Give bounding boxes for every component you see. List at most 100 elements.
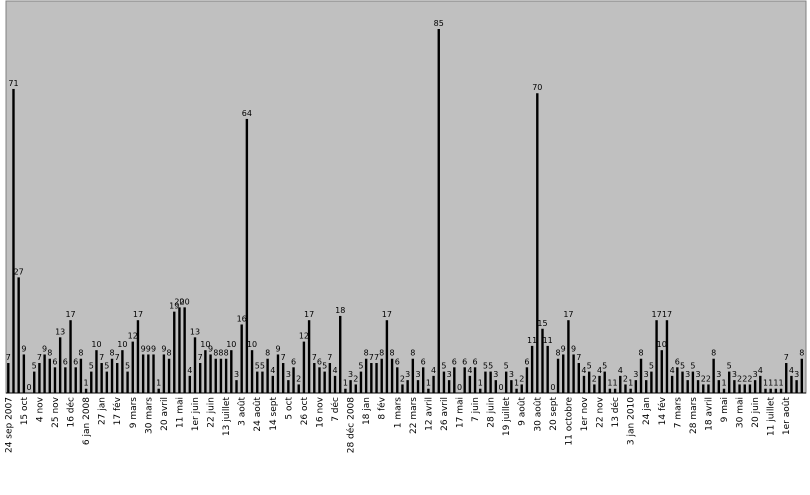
data-label: 3 — [447, 370, 452, 379]
x-tick-label: 26 oct — [300, 397, 310, 426]
x-tick-labels-group: 24 sep 2007 15 oct 4 nov 25 nov 16 déc 6 jan … — [4, 396, 792, 453]
data-label: 17 — [651, 310, 661, 319]
data-label: 17 — [662, 310, 672, 319]
bar — [759, 375, 762, 393]
bar — [38, 363, 41, 393]
data-label: 4 — [618, 366, 623, 375]
bar — [152, 354, 155, 393]
data-label: 9 — [161, 344, 166, 353]
x-tick-label: 9 mai — [720, 397, 730, 422]
bar — [634, 380, 638, 393]
x-tick-label: 15 oct — [20, 397, 30, 426]
bar — [58, 337, 62, 393]
x-tick-label: 22 nov — [596, 396, 606, 428]
bar — [530, 345, 534, 393]
bar — [287, 380, 290, 393]
data-label: 64 — [242, 109, 252, 118]
data-label: 0 — [457, 383, 462, 392]
data-label: 1 — [156, 379, 161, 388]
data-label: 6 — [675, 357, 680, 366]
bar — [686, 380, 689, 393]
data-label: 13 — [190, 327, 200, 336]
bar — [520, 384, 523, 393]
x-tick-label: 22 mars — [409, 397, 419, 434]
bar — [380, 358, 383, 393]
bar — [193, 337, 197, 393]
x-tick-label: 14 fév — [657, 396, 668, 425]
x-tick-label: 8 fév — [377, 396, 388, 419]
x-tick-label: 3 août — [238, 397, 248, 426]
data-label: 85 — [434, 19, 444, 28]
bar — [266, 358, 269, 393]
data-label: 5 — [504, 362, 509, 371]
bar — [717, 380, 721, 393]
bar — [297, 384, 300, 393]
bar — [624, 384, 627, 393]
data-label: 20 — [174, 297, 184, 306]
x-tick-label: 16 nov — [315, 396, 325, 428]
data-label: 4 — [597, 366, 602, 375]
data-label: 10 — [117, 340, 127, 349]
bar — [230, 350, 233, 393]
bar — [359, 371, 363, 393]
x-tick-label: 5 oct — [284, 397, 294, 420]
data-label: 8 — [556, 349, 561, 358]
bar — [670, 375, 674, 393]
bar — [276, 354, 280, 393]
bars-group — [7, 29, 803, 394]
data-label: 10 — [226, 340, 236, 349]
bar — [313, 363, 316, 393]
data-label: 12 — [299, 332, 309, 341]
data-label: 4 — [581, 366, 586, 375]
data-label: 5 — [358, 362, 363, 371]
bar — [256, 371, 259, 393]
data-label: 1 — [779, 379, 784, 388]
data-label: 1 — [763, 379, 768, 388]
data-label: 10 — [247, 340, 257, 349]
bar — [432, 375, 435, 393]
data-label: 7 — [6, 353, 11, 362]
data-label: 8 — [213, 349, 218, 358]
data-label: 3 — [716, 370, 721, 379]
data-label: 5 — [260, 362, 265, 371]
bar — [453, 367, 456, 393]
bar — [22, 354, 26, 393]
x-tick-label: 13 déc — [610, 397, 621, 428]
bar — [447, 380, 451, 393]
data-label: 2 — [701, 374, 706, 383]
data-label: 5 — [104, 362, 109, 371]
data-label: 2 — [623, 374, 628, 383]
data-label: 2 — [353, 374, 358, 383]
data-label: 5 — [649, 362, 654, 371]
data-label: 6 — [473, 357, 478, 366]
data-label: 6 — [452, 357, 457, 366]
bar — [774, 388, 778, 393]
bar — [416, 380, 420, 393]
bar — [157, 388, 160, 393]
data-label: 8 — [638, 349, 643, 358]
bar — [204, 350, 207, 393]
data-label: 20 — [180, 297, 190, 306]
x-tick-label: 22 juin — [207, 397, 217, 428]
data-label: 5 — [680, 362, 685, 371]
bar — [339, 315, 342, 393]
bar — [572, 354, 575, 393]
x-tick-label: 24 août — [253, 397, 263, 432]
bar — [147, 354, 150, 393]
bar — [292, 367, 295, 393]
data-label: 3 — [493, 370, 498, 379]
data-label: 11 — [527, 336, 537, 345]
data-label: 8 — [364, 349, 369, 358]
bar — [323, 371, 326, 393]
bar — [769, 388, 772, 393]
data-label: 1 — [478, 379, 483, 388]
bar — [271, 375, 274, 393]
data-label: 6 — [63, 357, 68, 366]
data-label: 7 — [576, 353, 581, 362]
bar — [422, 367, 425, 393]
data-label: 4 — [758, 366, 763, 375]
data-label: 7 — [281, 353, 286, 362]
data-label: 3 — [234, 370, 239, 379]
data-label: 3 — [644, 370, 649, 379]
bar — [525, 367, 529, 393]
